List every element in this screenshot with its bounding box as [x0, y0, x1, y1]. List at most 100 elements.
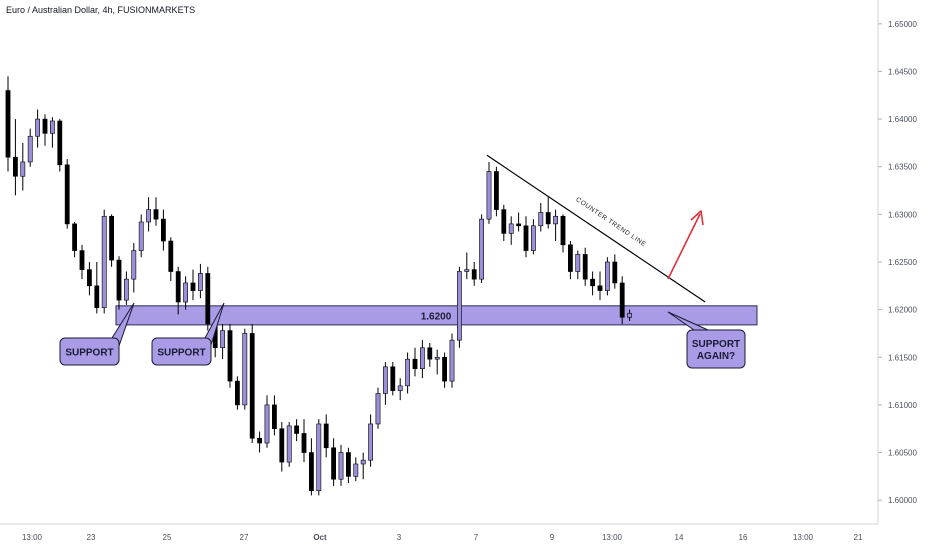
candle-body	[279, 428, 285, 463]
callout-label: SUPPORT	[692, 339, 740, 350]
support-zone[interactable]	[115, 305, 758, 326]
candle	[49, 117, 55, 148]
candle	[553, 209, 558, 242]
candle-body	[590, 278, 595, 287]
y-tick-label: 1.64500	[888, 67, 917, 76]
candle	[227, 323, 233, 388]
candle	[419, 340, 425, 379]
candle	[316, 419, 322, 496]
candle	[619, 276, 625, 324]
candle	[375, 387, 381, 429]
support-callout[interactable]: SUPPORT	[59, 302, 135, 366]
candle-body	[301, 433, 307, 453]
candle-body	[582, 254, 588, 280]
candle-body	[553, 215, 558, 225]
candle	[427, 342, 433, 367]
candle	[94, 262, 100, 314]
x-tick-label: 16	[739, 533, 748, 542]
candle	[131, 242, 137, 293]
candle-body	[27, 135, 33, 163]
candle-body	[64, 164, 70, 225]
candle	[567, 241, 573, 280]
candle-body	[271, 404, 277, 430]
counter-trend-line[interactable]	[486, 154, 706, 303]
candle	[35, 109, 40, 148]
support-callout[interactable]: SUPPORT	[151, 302, 225, 366]
candle	[338, 444, 344, 486]
candle	[249, 323, 255, 444]
candle-body	[198, 273, 203, 291]
candle	[146, 197, 151, 232]
candle-body	[87, 269, 92, 287]
candle	[530, 219, 536, 255]
candle-body	[382, 366, 388, 394]
candle-body	[449, 339, 455, 382]
candle-body	[545, 212, 551, 225]
candle	[72, 221, 77, 258]
x-tick-label: 25	[163, 533, 172, 542]
candle-body	[20, 161, 26, 177]
candle-body	[168, 240, 174, 272]
candle-body	[175, 271, 181, 303]
x-tick-label: Oct	[313, 533, 327, 542]
candle-body	[42, 118, 48, 134]
candle-body	[345, 452, 351, 477]
support-zone-label: 1.6200	[421, 311, 452, 322]
candle-body	[397, 385, 403, 391]
x-tick-label: 3	[397, 533, 402, 542]
candle	[161, 209, 166, 251]
candle-body	[331, 447, 336, 480]
candle-body	[405, 358, 410, 387]
candle-body	[249, 333, 255, 439]
candle	[116, 256, 122, 310]
candle	[538, 202, 544, 232]
candle-body	[567, 244, 573, 272]
candle-body	[227, 330, 233, 382]
candle-body	[13, 156, 18, 177]
candle-body	[57, 120, 63, 166]
candle-body	[109, 215, 114, 261]
candle	[405, 352, 410, 394]
candle	[471, 262, 477, 286]
candle-body	[523, 225, 529, 251]
candle-body	[464, 269, 470, 272]
candle	[627, 309, 632, 322]
candle-body	[412, 358, 418, 370]
candle-body	[486, 171, 492, 220]
candle	[5, 76, 11, 172]
candle	[464, 252, 470, 280]
candle	[301, 419, 307, 463]
candle-body	[35, 118, 40, 137]
candle	[516, 212, 521, 232]
candle-body	[138, 221, 144, 251]
y-tick-label: 1.63500	[888, 163, 917, 172]
candle-body	[375, 393, 381, 425]
candle	[286, 422, 292, 467]
y-tick-label: 1.62500	[888, 258, 917, 267]
candle-body	[360, 459, 366, 465]
candle-body	[627, 313, 632, 318]
candle	[479, 214, 484, 283]
candle	[42, 114, 48, 146]
x-tick-label: 23	[87, 533, 96, 542]
candle-body	[220, 330, 225, 349]
candle	[397, 378, 403, 401]
candle	[597, 271, 603, 301]
candle-body	[456, 271, 462, 341]
counter-trend-line-label: COUNTER TREND LINE	[574, 196, 647, 248]
bullish-arrow	[667, 213, 701, 280]
candle-body	[434, 356, 440, 360]
candle	[368, 414, 373, 467]
x-tick-label: 13:00	[602, 533, 623, 542]
candle	[57, 119, 63, 172]
chart-title: Euro / Australian Dollar, 4h, FUSIONMARK…	[6, 5, 196, 15]
candle-body	[183, 282, 188, 303]
candle-body	[161, 218, 166, 242]
candle-body	[205, 273, 211, 325]
candle	[604, 257, 610, 296]
candle-body	[101, 215, 107, 309]
candle	[205, 266, 211, 331]
callout-label: SUPPORT	[157, 348, 205, 359]
